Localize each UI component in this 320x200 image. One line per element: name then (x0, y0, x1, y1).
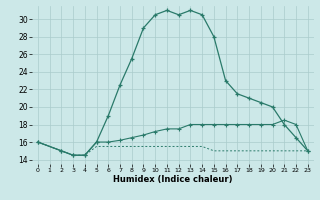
X-axis label: Humidex (Indice chaleur): Humidex (Indice chaleur) (113, 175, 233, 184)
